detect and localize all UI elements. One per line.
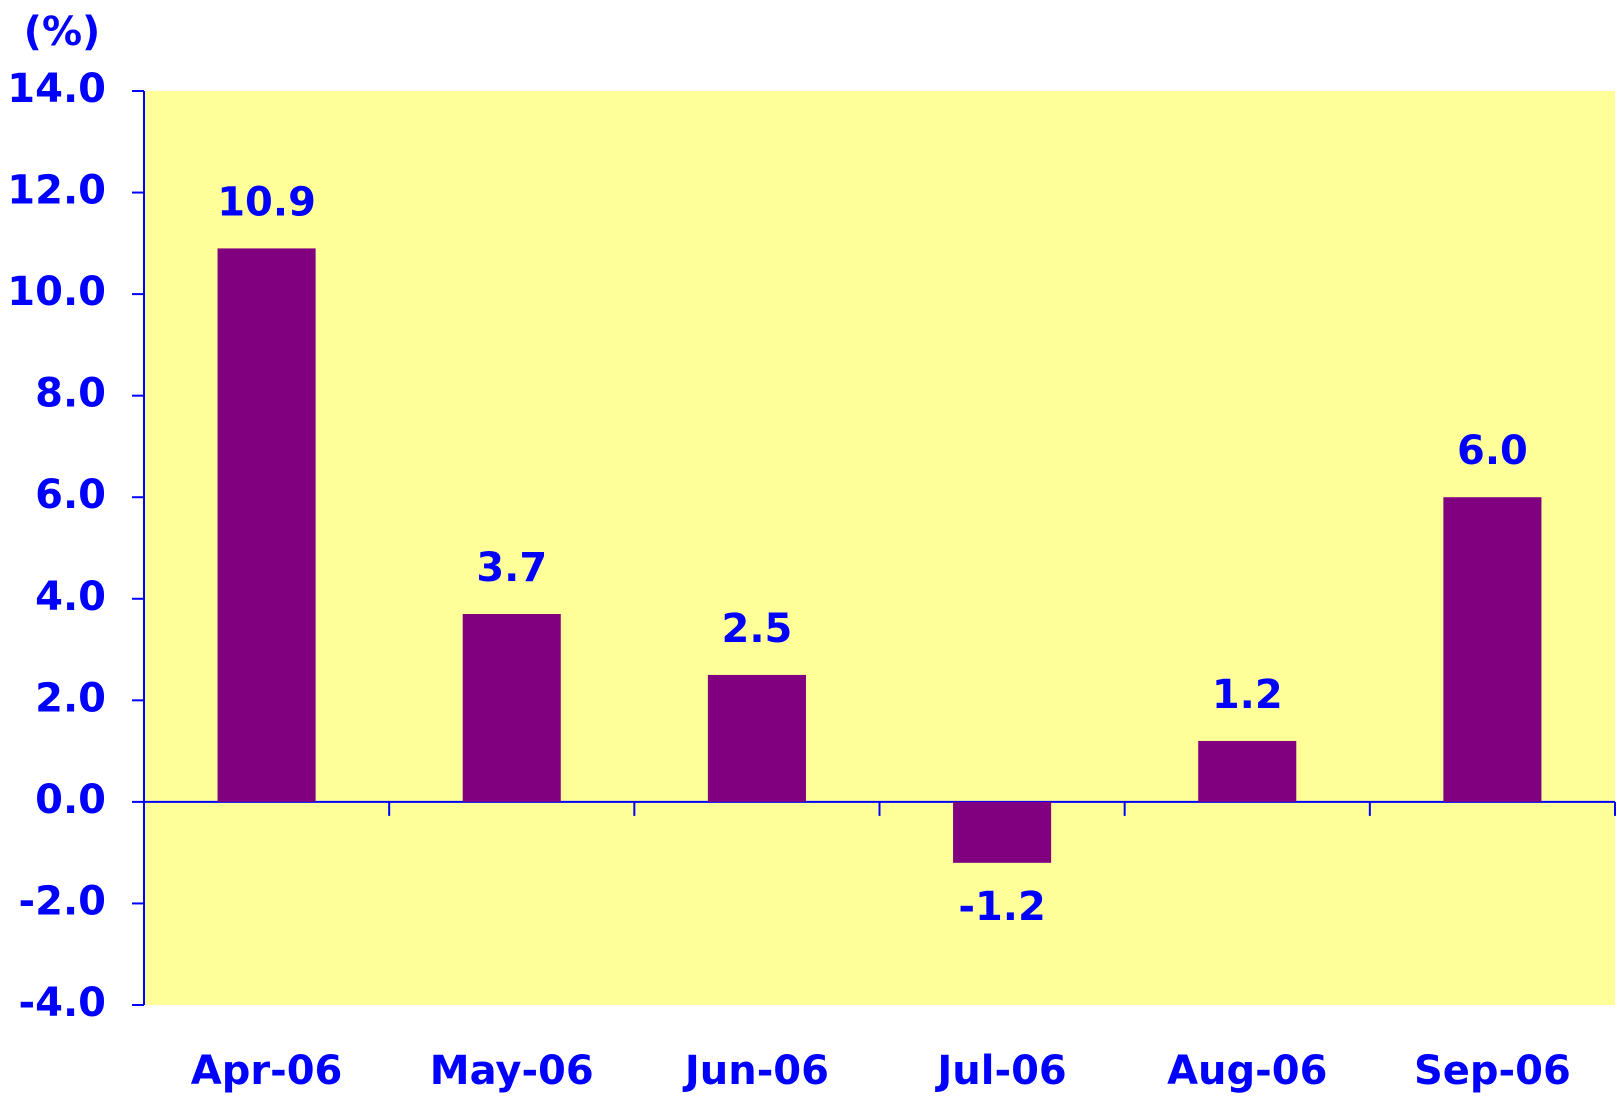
y-tick-label: 10.0: [7, 269, 106, 315]
x-tick-label: Jul-06: [934, 1048, 1066, 1094]
bar: [1198, 740, 1297, 802]
x-tick-label: Apr-06: [191, 1048, 343, 1094]
x-tick-label: Aug-06: [1167, 1048, 1327, 1094]
y-tick-label: 14.0: [7, 66, 106, 112]
x-tick-label: Sep-06: [1414, 1048, 1571, 1094]
data-label: 10.9: [217, 179, 316, 225]
y-tick-label: 12.0: [7, 168, 106, 214]
bar: [953, 801, 1052, 863]
x-tick-label: May-06: [430, 1048, 594, 1094]
y-tick-label: -2.0: [19, 878, 106, 924]
y-tick-label: -4.0: [19, 980, 106, 1026]
y-tick-label: 2.0: [35, 675, 106, 721]
data-label: 1.2: [1212, 672, 1283, 718]
plot-area: [144, 91, 1615, 1005]
data-label: 3.7: [476, 545, 547, 591]
bar: [462, 614, 561, 802]
bar: [217, 248, 316, 802]
bar: [1443, 497, 1542, 802]
data-label: 2.5: [721, 606, 792, 652]
data-label: 6.0: [1457, 428, 1528, 474]
y-tick-label: 8.0: [35, 371, 106, 417]
bar: [707, 674, 806, 802]
y-tick-label: 4.0: [35, 574, 106, 620]
data-label: -1.2: [958, 884, 1045, 930]
y-tick-label: 6.0: [35, 472, 106, 518]
y-tick-label: 0.0: [35, 777, 106, 823]
x-tick-label: Jun-06: [682, 1048, 829, 1094]
y-axis-unit: (%): [24, 9, 101, 55]
